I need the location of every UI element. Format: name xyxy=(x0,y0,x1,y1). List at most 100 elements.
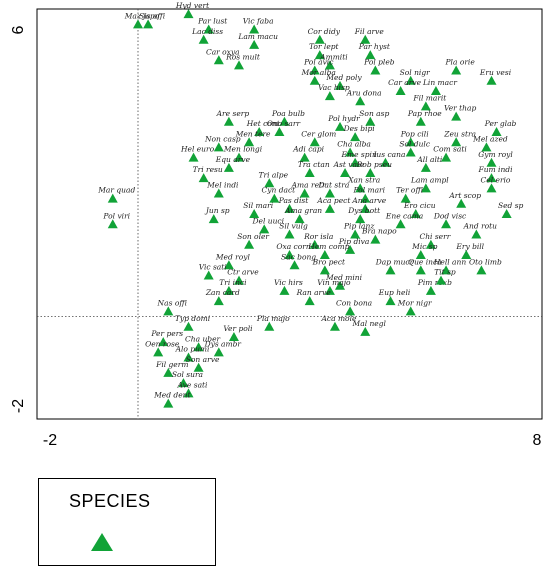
species-label: Aca mole xyxy=(320,314,356,323)
y-tick-label-bottom: -2 xyxy=(10,399,27,413)
species-marker xyxy=(345,306,356,316)
species-label: Per glab xyxy=(484,119,517,128)
species-label: Pas dist xyxy=(278,196,309,205)
species-label: Sed sp xyxy=(498,201,524,210)
species-marker xyxy=(223,162,234,172)
species-label: Sac bong xyxy=(281,252,316,261)
species-label: Pol mari xyxy=(352,186,385,195)
species-label: Med mini xyxy=(325,273,363,282)
species-marker xyxy=(456,198,467,208)
species-label: Dys bott xyxy=(347,206,381,215)
species-marker xyxy=(163,398,174,408)
species-marker xyxy=(441,219,452,229)
species-label: Mel azed xyxy=(472,134,508,143)
species-marker xyxy=(193,362,204,372)
species-marker xyxy=(249,24,260,34)
species-label: Lam macu xyxy=(237,32,278,41)
species-marker xyxy=(223,285,234,295)
species-label: Car arve xyxy=(388,78,421,87)
species-label: Lac diss xyxy=(191,27,223,36)
species-label: Equ arve xyxy=(215,155,251,164)
species-label: Mic sp xyxy=(411,242,438,251)
species-label: Art scop xyxy=(448,191,481,200)
species-marker xyxy=(486,183,497,193)
species-label: Med royl xyxy=(215,252,251,261)
species-marker xyxy=(380,157,391,167)
species-marker xyxy=(234,275,244,285)
species-marker xyxy=(355,183,366,193)
species-label: Cor didy xyxy=(308,27,341,36)
species-label: Pla orie xyxy=(445,58,476,67)
species-label: Vin majo xyxy=(317,278,351,287)
species-label: Ros mult xyxy=(225,52,261,61)
species-marker xyxy=(314,50,325,60)
species-marker xyxy=(259,224,270,234)
species-marker xyxy=(284,229,295,239)
species-marker xyxy=(365,168,376,177)
species-label: Des bipi xyxy=(343,124,376,133)
species-label: Tri inci xyxy=(219,278,247,287)
species-label: Bro pect xyxy=(312,257,346,266)
species-marker xyxy=(360,326,371,336)
species-label: Car oxya xyxy=(206,47,240,56)
species-marker xyxy=(203,270,214,280)
species-marker xyxy=(410,209,421,218)
species-label: Lam ampl xyxy=(410,175,449,184)
species-label: Sil vulg xyxy=(279,222,308,231)
species-label: Ver poli xyxy=(223,324,253,333)
species-label: Alo pumi xyxy=(175,345,210,354)
species-label: Vic sati xyxy=(199,263,228,272)
species-marker xyxy=(486,75,497,85)
species-marker xyxy=(153,347,164,357)
species-marker xyxy=(198,34,209,44)
species-label: Typ domi xyxy=(175,314,211,323)
species-marker xyxy=(360,203,371,213)
species-marker xyxy=(395,219,406,229)
species-marker xyxy=(420,101,431,111)
species-label: Nas offi xyxy=(157,298,188,307)
species-label: Tra ctan xyxy=(298,160,330,169)
species-label: Ery bill xyxy=(455,242,484,251)
species-label: Fil arve xyxy=(354,27,385,36)
species-label: Pla majo xyxy=(256,314,290,323)
species-label: Cyn dact xyxy=(262,186,297,195)
species-label: Mor alba xyxy=(301,68,336,77)
species-label: Ius cana xyxy=(372,150,405,159)
species-label: Fil marit xyxy=(412,93,447,102)
species-marker xyxy=(264,321,275,331)
species-label: Son arve xyxy=(186,355,220,364)
species-marker xyxy=(183,9,194,19)
species-marker xyxy=(430,86,441,95)
species-label: Mel indi xyxy=(206,181,239,190)
species-label: Are serp xyxy=(216,109,250,118)
species-label: Tor lept xyxy=(309,42,340,51)
species-marker xyxy=(355,96,366,106)
species-label: Mar quad xyxy=(97,186,135,195)
species-marker xyxy=(405,75,416,85)
species-marker xyxy=(335,280,345,290)
species-label: Ana arve xyxy=(351,196,386,205)
species-marker xyxy=(491,127,502,136)
species-marker xyxy=(451,137,462,147)
species-label: Pap rhoe xyxy=(407,109,442,118)
species-marker xyxy=(405,306,416,316)
species-marker xyxy=(420,162,431,172)
species-label: Pol hydr xyxy=(327,114,360,123)
species-marker xyxy=(223,116,234,126)
species-label: Oto limb xyxy=(469,257,502,266)
species-marker xyxy=(486,157,497,167)
species-marker xyxy=(188,152,199,162)
species-marker xyxy=(274,127,285,136)
species-marker xyxy=(370,234,381,244)
species-marker xyxy=(481,142,492,152)
species-label: Maz japo xyxy=(124,11,160,20)
species-label: Oen rose xyxy=(145,339,180,348)
species-label: Vac hisp xyxy=(318,83,350,92)
species-label: Pol pleb xyxy=(363,58,395,67)
species-marker xyxy=(244,239,255,249)
species-label: Ter offi xyxy=(396,186,424,195)
species-label: Xan stra xyxy=(347,175,380,184)
species-marker xyxy=(365,116,376,126)
species-label: Del uuci xyxy=(252,216,285,225)
species-marker xyxy=(158,337,169,347)
